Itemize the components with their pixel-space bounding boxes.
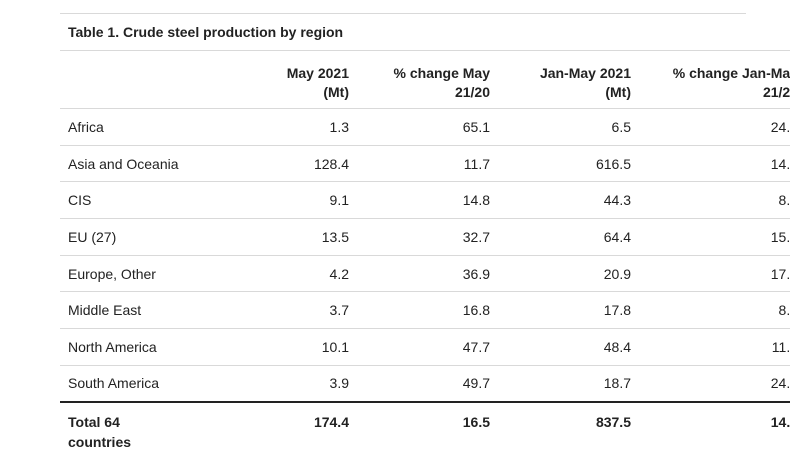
region-cell: North America xyxy=(68,338,157,355)
header-pct-change-jan-may: % change Jan-May 21/20 xyxy=(639,51,790,109)
region-cell: CIS xyxy=(68,192,92,209)
total-jan-may-2021-cell: 837.5 xyxy=(595,414,631,430)
pct-change-jan-may-cell: 24.4 xyxy=(770,118,790,135)
table-header: May 2021 (Mt) % change May 21/20 Jan-May… xyxy=(60,50,790,109)
pct-change-may-cell: 11.7 xyxy=(463,155,490,172)
pct-change-jan-may-cell: 15.3 xyxy=(770,228,790,245)
may-2021-cell: 4.2 xyxy=(329,265,349,282)
pct-change-may-cell: 32.7 xyxy=(462,228,490,245)
header-pct-change-jan-may-line1: % change Jan-May xyxy=(672,65,790,81)
table-row: Middle East 3.7 16.8 17.8 8.1 xyxy=(60,292,790,329)
region-cell: Asia and Oceania xyxy=(68,155,179,172)
header-jan-may-2021-line1: Jan-May 2021 xyxy=(539,65,631,81)
table-row: Europe, Other 4.2 36.9 20.9 17.3 xyxy=(60,255,790,292)
header-jan-may-2021: Jan-May 2021 (Mt) xyxy=(498,51,639,109)
may-2021-cell: 3.7 xyxy=(329,302,349,319)
may-2021-cell: 3.9 xyxy=(329,375,349,392)
header-may-2021-line2: (Mt) xyxy=(323,84,349,100)
jan-may-2021-cell: 48.4 xyxy=(603,338,631,355)
pct-change-may-cell: 16.8 xyxy=(462,302,490,319)
steel-production-table: May 2021 (Mt) % change May 21/20 Jan-May… xyxy=(60,50,790,452)
table-row: EU (27) 13.5 32.7 64.4 15.3 xyxy=(60,219,790,256)
total-pct-change-jan-may-cell: 14.5 xyxy=(770,414,790,430)
may-2021-cell: 128.4 xyxy=(313,155,349,172)
region-cell: South America xyxy=(68,375,160,392)
header-may-2021-line1: May 2021 xyxy=(286,65,349,81)
table-row: South America 3.9 49.7 18.7 24.1 xyxy=(60,365,790,402)
total-pct-change-may-cell: 16.5 xyxy=(462,414,490,430)
may-2021-cell: 9.1 xyxy=(329,192,349,209)
pct-change-jan-may-cell: 8.4 xyxy=(778,192,790,209)
header-pct-change-may-line1: % change May xyxy=(393,65,490,81)
pct-change-may-cell: 49.7 xyxy=(462,375,490,392)
total-region-cell: Total 64 countries xyxy=(60,402,220,452)
table-body: Africa 1.3 65.1 6.5 24.4 Asia and Oceani… xyxy=(60,109,790,402)
pct-change-jan-may-cell: 14.9 xyxy=(770,155,790,172)
total-row: Total 64 countries 174.4 16.5 837.5 14.5 xyxy=(60,402,790,452)
region-cell: Middle East xyxy=(68,302,142,319)
pct-change-may-cell: 65.1 xyxy=(462,118,490,135)
total-region-line2: countries xyxy=(68,434,132,450)
header-row: May 2021 (Mt) % change May 21/20 Jan-May… xyxy=(60,50,790,109)
total-region-line1: Total 64 xyxy=(68,414,120,430)
jan-may-2021-cell: 616.5 xyxy=(595,155,631,172)
header-may-2021: May 2021 (Mt) xyxy=(220,51,357,109)
jan-may-2021-cell: 20.9 xyxy=(603,265,631,282)
steel-production-table-container: Table 1. Crude steel production by regio… xyxy=(60,13,790,452)
jan-may-2021-cell: 17.8 xyxy=(603,302,631,319)
table-row: CIS 9.1 14.8 44.3 8.4 xyxy=(60,182,790,219)
jan-may-2021-cell: 18.7 xyxy=(603,375,631,392)
table-row: North America 10.1 47.7 48.4 11.3 xyxy=(60,329,790,366)
table-row: Africa 1.3 65.1 6.5 24.4 xyxy=(60,109,790,146)
pct-change-jan-may-cell: 11.3 xyxy=(771,338,790,355)
header-region xyxy=(60,51,220,109)
region-cell: Europe, Other xyxy=(68,265,156,282)
may-2021-cell: 1.3 xyxy=(329,118,349,135)
header-pct-change-may: % change May 21/20 xyxy=(357,51,498,109)
jan-may-2021-cell: 6.5 xyxy=(611,118,631,135)
jan-may-2021-cell: 44.3 xyxy=(603,192,631,209)
may-2021-cell: 10.1 xyxy=(321,338,349,355)
jan-may-2021-cell: 64.4 xyxy=(603,228,631,245)
total-may-2021-cell: 174.4 xyxy=(313,414,349,430)
pct-change-jan-may-cell: 24.1 xyxy=(770,375,790,392)
table-title: Table 1. Crude steel production by regio… xyxy=(60,13,746,50)
table-footer: Total 64 countries 174.4 16.5 837.5 14.5 xyxy=(60,402,790,452)
may-2021-cell: 13.5 xyxy=(321,228,349,245)
pct-change-may-cell: 47.7 xyxy=(462,338,490,355)
table-row: Asia and Oceania 128.4 11.7 616.5 14.9 xyxy=(60,145,790,182)
pct-change-may-cell: 36.9 xyxy=(462,265,490,282)
header-pct-change-jan-may-line2: 21/20 xyxy=(762,84,790,100)
pct-change-may-cell: 14.8 xyxy=(462,192,490,209)
region-cell: EU (27) xyxy=(68,228,117,245)
region-cell: Africa xyxy=(68,118,104,135)
header-jan-may-2021-line2: (Mt) xyxy=(605,84,631,100)
header-pct-change-may-line2: 21/20 xyxy=(454,84,490,100)
pct-change-jan-may-cell: 8.1 xyxy=(778,302,790,319)
pct-change-jan-may-cell: 17.3 xyxy=(770,265,790,282)
